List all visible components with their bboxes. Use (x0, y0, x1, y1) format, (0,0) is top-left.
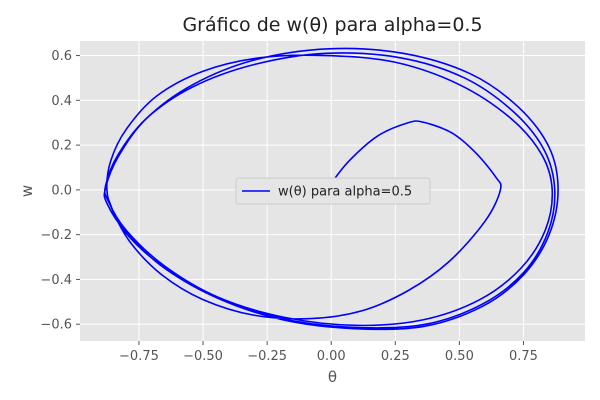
legend-box (235, 177, 431, 205)
y-tick-label: 0.2 (51, 139, 72, 154)
x-tick-label: 0.25 (381, 349, 410, 364)
y-tick-label: −0.6 (40, 318, 72, 333)
x-axis-label: θ (328, 368, 337, 386)
x-tick-label: 0.00 (317, 349, 346, 364)
y-tick-label: 0.4 (51, 94, 72, 109)
legend: w(θ) para alpha=0.5 (235, 177, 431, 205)
x-tick-label: −0.25 (247, 349, 287, 364)
y-tick-label: 0.0 (51, 183, 72, 198)
y-axis-ticks: −0.6 −0.4 −0.2 0.0 0.2 0.4 0.6 (40, 49, 80, 333)
chart-title: Gráfico de w(θ) para alpha=0.5 (182, 14, 482, 36)
x-axis-ticks: −0.75 −0.50 −0.25 0.00 0.25 0.50 0.75 (119, 341, 538, 364)
legend-label: w(θ) para alpha=0.5 (278, 185, 412, 200)
x-tick-label: 0.75 (509, 349, 538, 364)
x-tick-label: −0.75 (119, 349, 159, 364)
x-tick-label: 0.50 (445, 349, 474, 364)
y-tick-label: −0.4 (40, 273, 72, 288)
x-tick-label: −0.50 (183, 349, 223, 364)
y-tick-label: −0.2 (40, 228, 72, 243)
series-line (103, 47, 559, 331)
y-tick-label: 0.6 (51, 49, 72, 64)
series-layer (103, 47, 559, 331)
y-axis-label: w (18, 185, 36, 197)
